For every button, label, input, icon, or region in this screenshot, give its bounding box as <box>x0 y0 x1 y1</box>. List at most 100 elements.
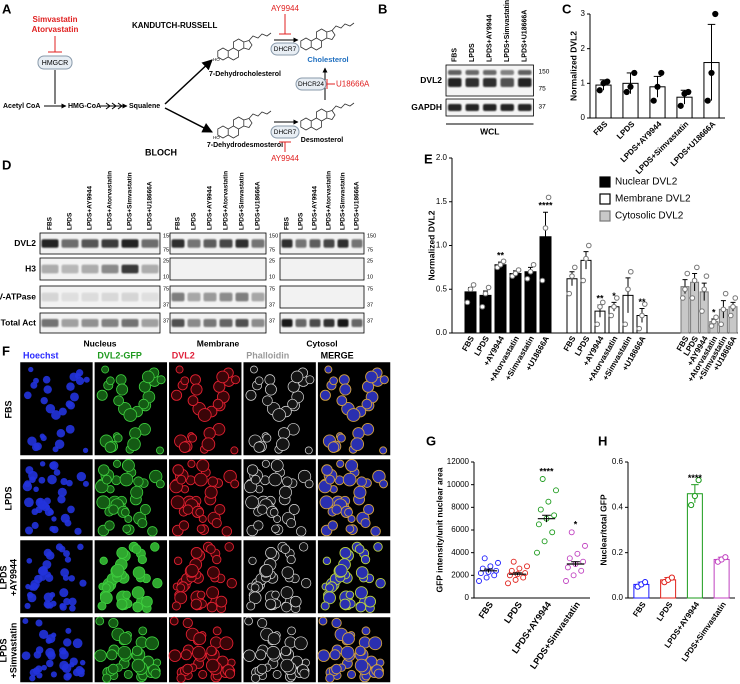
data-point <box>563 578 569 584</box>
channel-label: DVL2-GFP <box>97 350 142 360</box>
y-tick-label: 2.0 <box>436 153 448 162</box>
bar <box>713 558 730 599</box>
data-point <box>483 574 490 581</box>
cell <box>45 404 56 414</box>
bar <box>686 493 703 599</box>
data-point <box>545 194 552 201</box>
cell <box>262 395 273 406</box>
chevrons <box>105 102 123 110</box>
cell <box>345 459 359 472</box>
y-tick-label: 2000 <box>451 570 469 579</box>
data-point <box>580 277 587 284</box>
cell <box>331 663 342 675</box>
mw-marker: 75 <box>539 86 547 93</box>
cell <box>223 469 237 484</box>
sterol-structure <box>300 22 355 51</box>
cell <box>331 504 342 515</box>
data-point <box>583 255 589 262</box>
cell <box>46 634 56 644</box>
cell <box>104 441 117 453</box>
blot-band <box>337 239 349 248</box>
cell <box>168 649 182 662</box>
cell <box>133 476 144 487</box>
data-point <box>508 567 515 574</box>
enzyme-label: HMGCR <box>42 60 68 67</box>
cell <box>50 600 57 607</box>
blot-band <box>295 319 307 327</box>
data-point <box>597 303 603 310</box>
cell <box>156 375 166 385</box>
data-point <box>608 312 615 319</box>
channel-label: MERGE <box>321 350 354 360</box>
cell <box>204 485 218 499</box>
cell <box>254 376 264 386</box>
data-point <box>732 295 739 301</box>
cell <box>354 544 365 554</box>
cell <box>317 649 330 662</box>
cell <box>22 618 29 625</box>
y-tick-label: 1.5 <box>436 197 448 206</box>
cell <box>182 504 194 515</box>
data-point <box>627 83 634 90</box>
blot-band <box>351 319 363 327</box>
cell <box>46 659 54 668</box>
data-point <box>497 261 504 268</box>
lane-label: LPDS+U18666A <box>147 181 154 230</box>
cell <box>336 433 346 443</box>
cell <box>122 524 132 534</box>
cell <box>70 392 79 402</box>
cell <box>266 645 280 660</box>
cell <box>176 474 187 485</box>
legend-swatch <box>599 176 611 188</box>
cell <box>41 664 47 671</box>
cell <box>115 374 127 386</box>
cell <box>63 550 70 558</box>
enzyme-box <box>295 77 327 91</box>
blot-band <box>251 292 265 302</box>
blot-band <box>41 239 59 248</box>
y-tick-label: 0.2 <box>612 548 624 557</box>
data-point <box>470 282 477 288</box>
cell <box>64 556 72 563</box>
data-point <box>631 69 638 77</box>
y-tick-label: 6000 <box>451 525 469 534</box>
mw-marker: 10 <box>367 274 373 280</box>
cell <box>176 583 186 593</box>
cell <box>26 558 33 564</box>
blot-band <box>219 319 233 327</box>
cell <box>131 658 146 673</box>
lane-label: LPDS+Simvastatin <box>504 0 511 62</box>
cell <box>250 474 261 485</box>
cell <box>79 659 86 666</box>
cell <box>226 577 237 589</box>
data-point <box>654 83 661 90</box>
cell <box>272 670 282 679</box>
cell <box>368 636 383 651</box>
blot-band <box>187 319 201 327</box>
data-point <box>622 321 629 328</box>
data-point <box>530 261 537 268</box>
cell <box>206 544 216 554</box>
data-point <box>510 558 517 565</box>
cell <box>353 485 367 499</box>
data-point <box>708 323 715 329</box>
cell <box>185 563 199 578</box>
cell <box>257 504 268 515</box>
blot-band <box>465 78 479 87</box>
cell <box>342 472 357 487</box>
cell <box>50 671 57 678</box>
cell <box>49 525 56 532</box>
cell <box>132 601 143 613</box>
cell <box>102 673 112 683</box>
cell <box>29 675 36 682</box>
cell <box>72 638 83 649</box>
cell <box>265 598 277 610</box>
legend-label: Membrane DVL2 <box>615 194 691 205</box>
cell <box>334 563 348 578</box>
cell <box>35 506 43 514</box>
mw-marker: 37 <box>163 302 169 308</box>
mw-marker: 10 <box>269 274 275 280</box>
lane-label: LPDS+AY9944 <box>312 186 319 230</box>
cell <box>269 508 279 517</box>
